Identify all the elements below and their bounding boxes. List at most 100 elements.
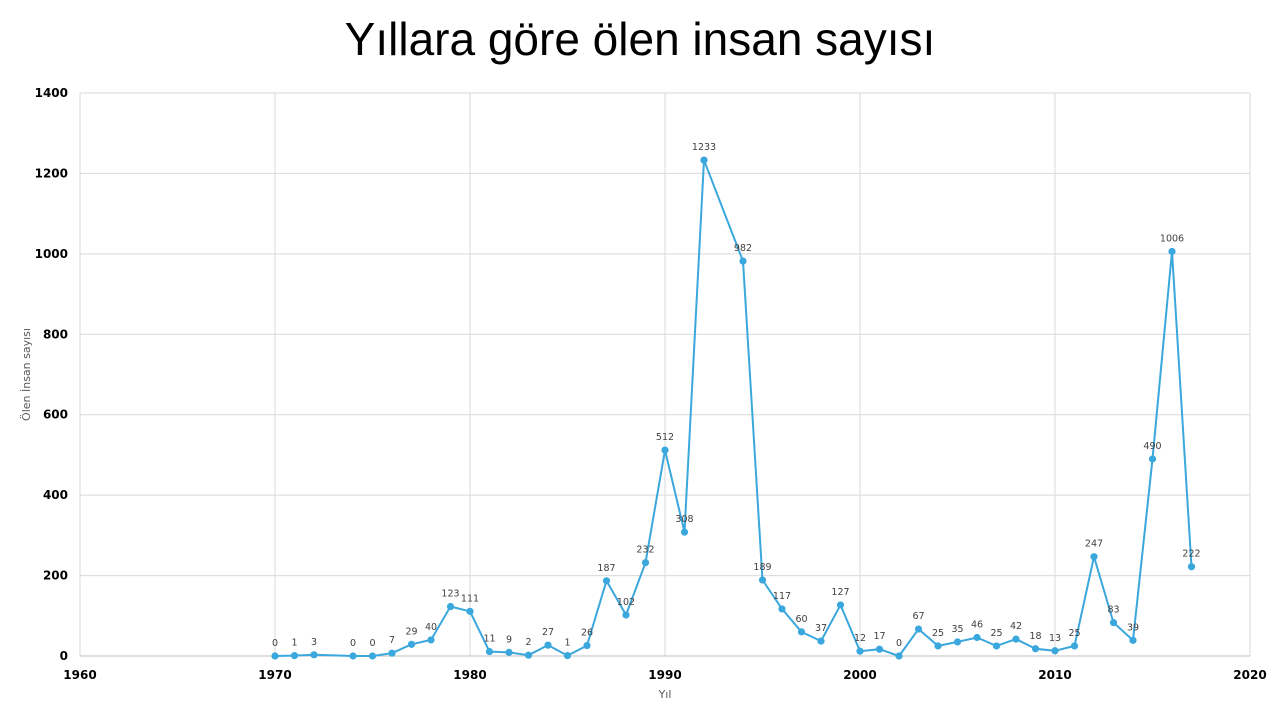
data-point (505, 648, 513, 656)
data-label: 12 (854, 633, 866, 644)
data-point (388, 649, 396, 657)
data-point (817, 637, 825, 645)
data-point (583, 641, 591, 650)
data-label: 17 (873, 631, 885, 642)
x-tick-label: 2020 (1233, 668, 1266, 682)
data-point (797, 628, 806, 636)
data-point (1187, 563, 1196, 571)
chart-title: Yıllara göre ölen insan sayısı (344, 13, 936, 65)
data-label: 308 (675, 514, 693, 525)
data-point (953, 638, 962, 646)
data-point (290, 651, 299, 660)
data-point (407, 640, 416, 648)
data-point (778, 605, 786, 613)
x-tick-label: 1980 (453, 668, 486, 682)
data-label: 247 (1085, 539, 1103, 550)
data-label: 9 (506, 634, 512, 645)
data-label: 1006 (1160, 233, 1184, 244)
data-label: 189 (753, 562, 771, 573)
data-label: 2 (525, 637, 531, 648)
x-tick-label: 2000 (843, 668, 876, 682)
data-point (836, 601, 845, 609)
data-label: 0 (272, 638, 278, 649)
data-point (1090, 553, 1098, 561)
data-label: 40 (425, 622, 437, 633)
data-points (271, 156, 1196, 660)
data-label: 123 (441, 589, 459, 600)
data-point (485, 647, 494, 656)
data-label: 232 (636, 545, 654, 556)
data-label: 1 (291, 638, 297, 649)
data-point (875, 645, 884, 653)
data-point (1148, 455, 1157, 463)
x-axis-label: Yıl (658, 688, 672, 701)
data-label: 42 (1010, 621, 1022, 632)
x-tick-label: 1960 (63, 668, 96, 682)
data-label: 37 (815, 623, 827, 634)
data-point (856, 647, 864, 655)
data-point (1012, 635, 1020, 643)
data-point (739, 257, 747, 265)
data-point (427, 636, 435, 644)
data-label: 18 (1029, 631, 1041, 642)
data-point (271, 652, 279, 660)
data-label: 0 (350, 638, 356, 649)
data-label: 222 (1182, 549, 1200, 560)
data-label: 13 (1049, 633, 1061, 644)
data-label: 60 (795, 614, 807, 625)
data-label: 26 (581, 628, 593, 639)
data-point (700, 156, 708, 164)
data-point (758, 576, 767, 584)
data-point (1168, 247, 1176, 256)
data-label: 25 (1068, 628, 1080, 639)
data-point (934, 642, 942, 650)
data-label: 490 (1143, 441, 1161, 452)
data-point (914, 625, 923, 633)
data-point (310, 651, 318, 659)
data-point (1109, 619, 1118, 627)
data-label: 1 (564, 638, 570, 649)
y-tick-label: 400 (43, 488, 68, 502)
data-point (349, 652, 357, 660)
data-label: 3 (311, 637, 317, 648)
data-label: 0 (369, 638, 375, 649)
data-point (602, 577, 611, 585)
x-tick-label: 1990 (648, 668, 681, 682)
y-axis-label: Ölen İnsan sayısı (20, 328, 33, 421)
data-label: 29 (405, 626, 417, 637)
data-point (895, 652, 903, 660)
y-tick-label: 1000 (35, 247, 68, 261)
data-point (1070, 642, 1079, 650)
data-label: 117 (773, 591, 791, 602)
data-point (680, 528, 689, 536)
gridlines (79, 92, 1251, 657)
data-point (1051, 647, 1059, 655)
data-point (466, 607, 474, 615)
data-point (446, 602, 455, 611)
data-label: 127 (831, 587, 849, 598)
data-point (1031, 645, 1040, 653)
data-point (524, 651, 533, 659)
data-point (368, 652, 377, 660)
y-tick-label: 200 (43, 569, 68, 583)
data-label: 102 (617, 597, 635, 608)
data-label: 982 (734, 243, 752, 254)
data-label: 39 (1127, 622, 1139, 633)
data-point (992, 642, 1001, 650)
data-label: 27 (542, 627, 554, 638)
data-label: 83 (1107, 605, 1119, 616)
data-point (973, 633, 981, 642)
data-label: 7 (389, 635, 395, 646)
data-label: 187 (597, 563, 615, 574)
data-label: 0 (896, 638, 902, 649)
data-point (563, 651, 572, 660)
y-tick-label: 600 (43, 408, 68, 422)
series-line (274, 159, 1193, 658)
data-point (544, 641, 552, 649)
data-label: 35 (951, 624, 963, 635)
x-tick-label: 2010 (1038, 668, 1071, 682)
y-tick-label: 1200 (35, 166, 68, 180)
